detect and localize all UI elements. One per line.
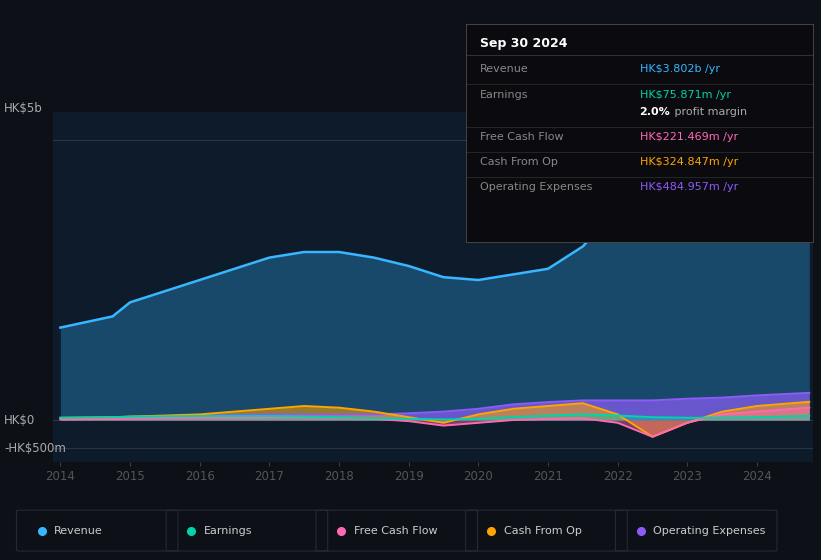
Text: Earnings: Earnings — [204, 526, 253, 535]
Text: HK$324.847m /yr: HK$324.847m /yr — [640, 157, 738, 167]
Text: 2.0%: 2.0% — [640, 107, 670, 117]
Text: Operating Expenses: Operating Expenses — [654, 526, 766, 535]
Text: Earnings: Earnings — [480, 90, 529, 100]
Text: Free Cash Flow: Free Cash Flow — [480, 132, 564, 142]
Text: Revenue: Revenue — [480, 64, 529, 74]
Text: HK$3.802b /yr: HK$3.802b /yr — [640, 64, 719, 74]
Text: -HK$500m: -HK$500m — [4, 441, 66, 455]
Text: HK$5b: HK$5b — [4, 102, 43, 115]
Text: Free Cash Flow: Free Cash Flow — [354, 526, 438, 535]
Text: Revenue: Revenue — [54, 526, 103, 535]
Text: HK$484.957m /yr: HK$484.957m /yr — [640, 183, 738, 192]
Text: HK$0: HK$0 — [4, 413, 35, 427]
Text: Cash From Op: Cash From Op — [503, 526, 581, 535]
Text: Cash From Op: Cash From Op — [480, 157, 558, 167]
Text: HK$221.469m /yr: HK$221.469m /yr — [640, 132, 738, 142]
Text: HK$75.871m /yr: HK$75.871m /yr — [640, 90, 731, 100]
Text: Sep 30 2024: Sep 30 2024 — [480, 36, 567, 50]
Text: Operating Expenses: Operating Expenses — [480, 183, 593, 192]
Text: profit margin: profit margin — [671, 107, 747, 117]
